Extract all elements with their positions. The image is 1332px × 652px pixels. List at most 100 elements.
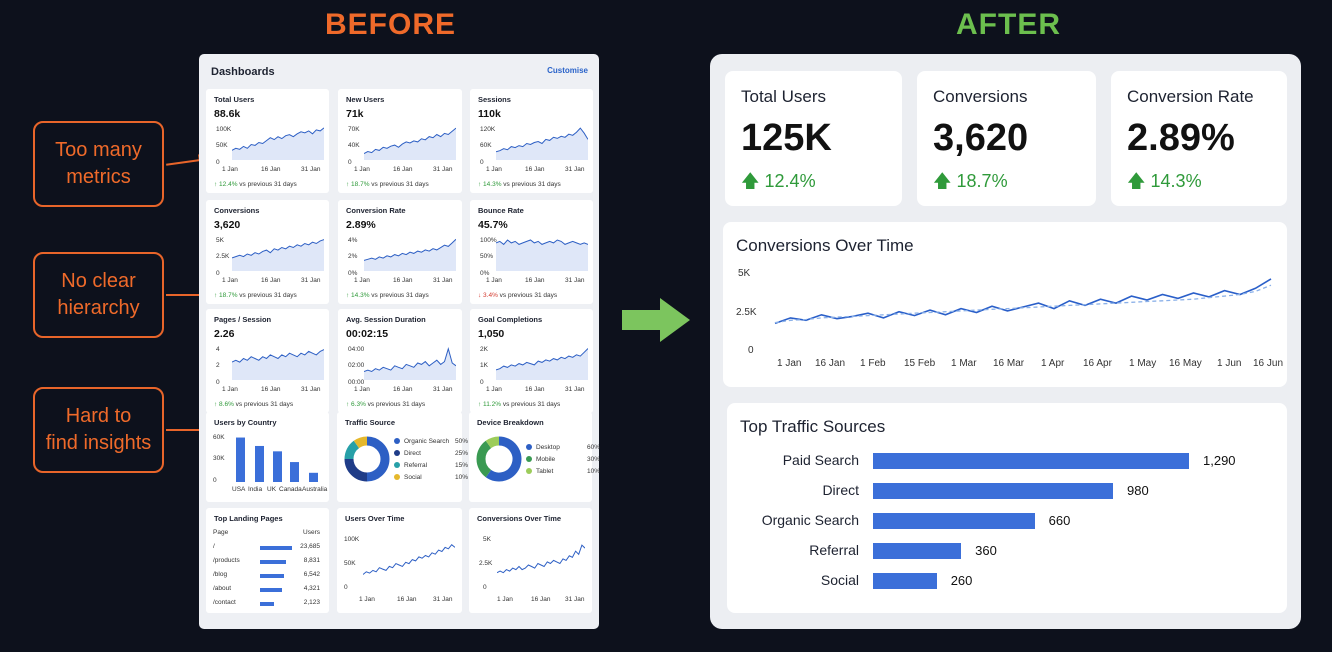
y-tick: 1K <box>480 362 488 369</box>
table-row[interactable]: /blog 6,542 <box>213 571 320 583</box>
sparkline-path <box>232 127 324 151</box>
donut-slice <box>366 436 390 482</box>
legend-item: Direct 25% <box>394 450 468 457</box>
traffic-row: Social 260 <box>727 572 1287 590</box>
metric-change: ↑ 14.3% vs previous 31 days <box>478 181 561 188</box>
y-tick: 2.5K <box>736 307 757 318</box>
sparkline <box>364 127 456 160</box>
table-row[interactable]: /about 4,321 <box>213 585 320 597</box>
kpi-value: 125K <box>741 117 832 159</box>
traffic-value: 360 <box>975 543 997 558</box>
sparkline-path <box>496 239 588 246</box>
x-tick: 31 Jan <box>433 596 453 603</box>
column-header-page: Page <box>213 529 229 536</box>
metric-value: 110k <box>478 108 501 120</box>
x-tick: 31 Jan <box>433 386 453 393</box>
traffic-value: 660 <box>1048 513 1071 528</box>
sparkline-area <box>496 240 588 271</box>
y-tick: 0 <box>216 270 220 277</box>
sparkline-area <box>232 239 324 271</box>
metric-card[interactable]: Conversions 3,620 5K 2.5K 0 1 Jan 16 Jan 31 Jan… <box>206 200 329 304</box>
legend-swatch <box>526 444 532 450</box>
kpi-value: 2.89% <box>1127 117 1235 159</box>
page-path: /blog <box>213 571 228 578</box>
traffic-row: Referral 360 <box>727 542 1287 560</box>
x-tick: 1 Jan <box>354 386 370 393</box>
sparkline-path <box>364 127 456 155</box>
y-tick: 04:00 <box>348 346 365 353</box>
x-tick: UK <box>267 486 277 493</box>
users-count: 8,831 <box>303 557 320 564</box>
sparkline-area <box>364 348 456 380</box>
metric-card[interactable]: Sessions 110k 120K 60K 0 1 Jan 16 Jan 31 Jan ↑ 1… <box>470 89 593 193</box>
table-row[interactable]: /contact 2,123 <box>213 599 320 611</box>
metric-card[interactable]: Total Users 88.6k 100K 50K 0 1 Jan 16 Jan 31 Ja… <box>206 89 329 193</box>
kpi-value: 3,620 <box>933 117 1029 159</box>
y-tick: 0 <box>213 477 217 484</box>
sparkline-area <box>496 348 588 380</box>
sparkline-path <box>232 349 324 363</box>
traffic-bar <box>873 513 1035 529</box>
x-tick: 15 Feb <box>904 358 936 369</box>
x-tick: 1 Jan <box>222 386 238 393</box>
table-row[interactable]: /products 8,831 <box>213 557 320 569</box>
change-suffix: vs previous 31 days <box>501 401 561 408</box>
metric-value: 2.26 <box>214 328 235 340</box>
sparkline-path <box>364 346 456 373</box>
callout-text: find insights <box>45 432 152 454</box>
metric-card[interactable]: New Users 71k 70K 40K 0 1 Jan 16 Jan 31 Jan ↑ 18… <box>338 89 462 193</box>
kpi-change: 🡅 14.3% <box>1127 169 1202 199</box>
change-value: ↑ 14.3% <box>346 292 370 299</box>
metric-card[interactable]: Pages / Session 2.26 4 2 0 1 Jan 16 Jan 31 Jan ↑… <box>206 309 329 413</box>
transition-arrow-icon <box>622 298 690 342</box>
chart-title: Conversions Over Time <box>736 236 914 255</box>
y-tick: 30K <box>213 455 225 462</box>
callout-hard-to-find-insights: Hard to find insights <box>33 387 164 473</box>
page-path: /contact <box>213 599 236 606</box>
metric-title: Conversions <box>214 206 260 215</box>
x-tick: 16 Jun <box>1253 358 1284 369</box>
metric-card[interactable]: Avg. Session Duration 00:02:15 04:00 02:00 0… <box>338 309 462 413</box>
x-tick: 1 Jan <box>486 386 502 393</box>
metric-value: 3,620 <box>214 219 241 231</box>
traffic-source-card: Traffic Source Organic Search 50% Direct 25… <box>337 412 468 502</box>
legend-swatch <box>394 474 400 480</box>
change-suffix: vs previous 31 days <box>237 181 297 188</box>
metric-change: ↑ 18.7% vs previous 31 days <box>346 181 429 188</box>
metric-value: 88.6k <box>214 108 241 120</box>
x-tick: 1 Jan <box>354 277 370 284</box>
sparkline-area <box>232 349 324 380</box>
country-bar <box>255 445 264 482</box>
metric-title: New Users <box>346 95 385 104</box>
kpi-title: Conversion Rate <box>1127 87 1254 106</box>
y-tick: 60K <box>480 142 492 149</box>
table-row[interactable]: / 23,685 <box>213 543 320 555</box>
y-tick: 50K <box>216 142 228 149</box>
y-tick: 2 <box>216 362 220 369</box>
metric-card[interactable]: Conversion Rate 2.89% 4% 2% 0% 1 Jan 16 Jan 31 … <box>338 200 462 304</box>
metric-title: Pages / Session <box>214 315 272 324</box>
callout-text: hierarchy <box>57 297 140 319</box>
metric-card[interactable]: Bounce Rate 45.7% 100% 50% 0% 1 Jan 16 Jan 31 J… <box>470 200 593 304</box>
traffic-label: Direct <box>822 482 859 498</box>
metric-card[interactable]: Goal Completions 1,050 2K 1K 0 1 Jan 16 Jan 31 … <box>470 309 593 413</box>
callout-text: metrics <box>66 166 131 188</box>
metric-change: ↓ 3.4% vs previous 31 days <box>478 292 557 299</box>
x-tick: 1 Mar <box>951 358 977 369</box>
legend-item: Desktop 60% <box>526 444 600 451</box>
y-tick: 0% <box>348 270 358 277</box>
sparkline <box>496 239 588 271</box>
y-tick: 70K <box>348 126 360 133</box>
legend-label: Mobile <box>536 456 556 463</box>
before-dashboard: Dashboards Customise Total Users 88.6k 100… <box>199 54 600 629</box>
legend-value: 10% <box>455 474 469 481</box>
legend-item: Organic Search 50% <box>394 438 468 445</box>
x-tick: 31 Jan <box>565 596 585 603</box>
kpi-change-value: 18.7% <box>956 171 1008 191</box>
customise-link[interactable]: Customise <box>547 66 588 75</box>
sparkline <box>364 346 456 380</box>
change-value: ↑ 18.7% <box>214 292 238 299</box>
users-over-time-line <box>363 543 455 575</box>
y-tick: 0% <box>480 270 490 277</box>
legend-label: Organic Search <box>404 438 450 445</box>
